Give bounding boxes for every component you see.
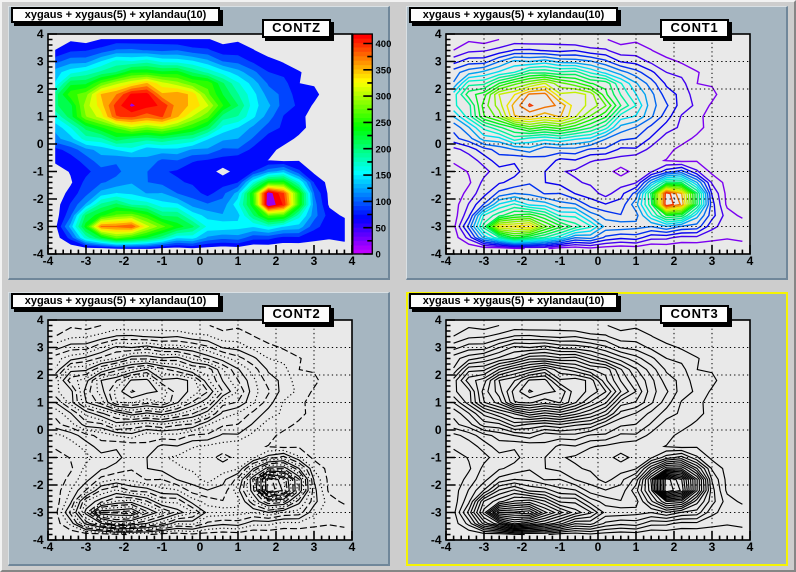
svg-text:4: 4 xyxy=(349,540,356,554)
svg-text:3: 3 xyxy=(435,340,442,354)
svg-text:-2: -2 xyxy=(119,540,130,554)
svg-text:3: 3 xyxy=(311,540,318,554)
svg-text:250: 250 xyxy=(376,118,392,129)
svg-text:-4: -4 xyxy=(33,533,44,547)
svg-text:4: 4 xyxy=(747,254,754,268)
svg-text:200: 200 xyxy=(376,144,392,155)
svg-text:-1: -1 xyxy=(33,164,44,178)
svg-text:1: 1 xyxy=(235,254,242,268)
svg-text:-3: -3 xyxy=(33,219,44,233)
svg-text:3: 3 xyxy=(37,340,44,354)
svg-text:3: 3 xyxy=(311,254,318,268)
svg-text:-3: -3 xyxy=(33,505,44,519)
svg-text:2: 2 xyxy=(671,540,678,554)
svg-text:350: 350 xyxy=(376,65,392,76)
svg-text:3: 3 xyxy=(37,54,44,68)
svg-text:-4: -4 xyxy=(441,540,452,554)
svg-text:3: 3 xyxy=(709,254,716,268)
svg-text:1: 1 xyxy=(235,540,242,554)
svg-text:1: 1 xyxy=(435,109,442,123)
svg-text:0: 0 xyxy=(37,423,44,437)
svg-text:0: 0 xyxy=(595,540,602,554)
svg-text:4: 4 xyxy=(37,27,44,41)
svg-text:3: 3 xyxy=(435,54,442,68)
svg-text:-1: -1 xyxy=(33,450,44,464)
svg-text:-4: -4 xyxy=(431,247,442,261)
svg-text:-3: -3 xyxy=(479,540,490,554)
svg-text:2: 2 xyxy=(273,540,280,554)
svg-text:-2: -2 xyxy=(33,478,44,492)
svg-text:0: 0 xyxy=(595,254,602,268)
svg-text:50: 50 xyxy=(376,223,387,234)
svg-text:-4: -4 xyxy=(441,254,452,268)
svg-text:4: 4 xyxy=(37,313,44,327)
svg-text:-2: -2 xyxy=(431,478,442,492)
svg-text:-2: -2 xyxy=(431,192,442,206)
svg-text:-1: -1 xyxy=(157,254,168,268)
svg-text:-2: -2 xyxy=(517,254,528,268)
svg-text:2: 2 xyxy=(671,254,678,268)
svg-text:1: 1 xyxy=(435,395,442,409)
svg-text:0: 0 xyxy=(37,137,44,151)
svg-text:400: 400 xyxy=(376,39,392,50)
svg-text:1: 1 xyxy=(37,395,44,409)
svg-text:4: 4 xyxy=(435,27,442,41)
svg-text:1: 1 xyxy=(37,109,44,123)
svg-text:0: 0 xyxy=(435,423,442,437)
svg-text:4: 4 xyxy=(435,313,442,327)
svg-text:2: 2 xyxy=(37,368,44,382)
svg-text:-4: -4 xyxy=(33,247,44,261)
svg-text:2: 2 xyxy=(273,254,280,268)
svg-text:-1: -1 xyxy=(157,540,168,554)
svg-text:-1: -1 xyxy=(555,540,566,554)
svg-text:2: 2 xyxy=(37,82,44,96)
svg-text:-3: -3 xyxy=(431,505,442,519)
svg-text:4: 4 xyxy=(747,540,754,554)
svg-text:-2: -2 xyxy=(517,540,528,554)
svg-text:0: 0 xyxy=(435,137,442,151)
svg-text:150: 150 xyxy=(376,171,392,182)
svg-text:-2: -2 xyxy=(33,192,44,206)
svg-text:-4: -4 xyxy=(431,533,442,547)
svg-text:-3: -3 xyxy=(431,219,442,233)
svg-text:-3: -3 xyxy=(81,254,92,268)
svg-text:-3: -3 xyxy=(479,254,490,268)
svg-text:2: 2 xyxy=(435,82,442,96)
svg-text:4: 4 xyxy=(349,254,356,268)
svg-text:1: 1 xyxy=(633,254,640,268)
svg-text:-4: -4 xyxy=(43,540,54,554)
svg-text:-1: -1 xyxy=(431,450,442,464)
svg-text:300: 300 xyxy=(376,92,392,103)
svg-text:-1: -1 xyxy=(431,164,442,178)
svg-text:-4: -4 xyxy=(43,254,54,268)
svg-text:3: 3 xyxy=(709,540,716,554)
svg-text:0: 0 xyxy=(376,250,381,261)
svg-text:0: 0 xyxy=(197,540,204,554)
svg-text:-2: -2 xyxy=(119,254,130,268)
svg-text:1: 1 xyxy=(633,540,640,554)
svg-text:2: 2 xyxy=(435,368,442,382)
svg-text:-1: -1 xyxy=(555,254,566,268)
svg-text:0: 0 xyxy=(197,254,204,268)
svg-text:-3: -3 xyxy=(81,540,92,554)
svg-text:100: 100 xyxy=(376,197,392,208)
